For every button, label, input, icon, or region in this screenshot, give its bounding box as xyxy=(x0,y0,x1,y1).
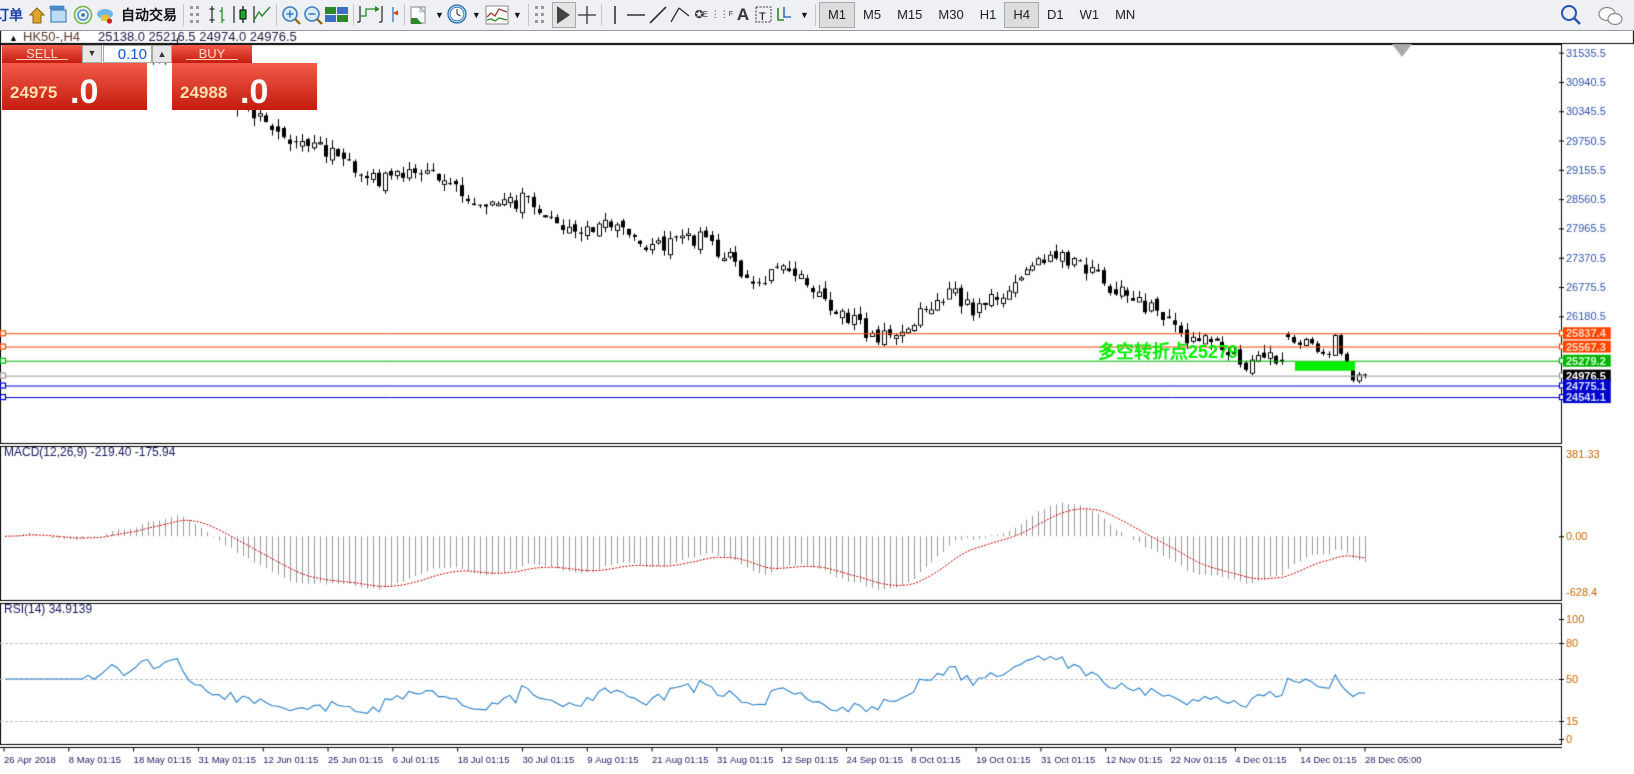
svg-text:T: T xyxy=(759,11,766,23)
